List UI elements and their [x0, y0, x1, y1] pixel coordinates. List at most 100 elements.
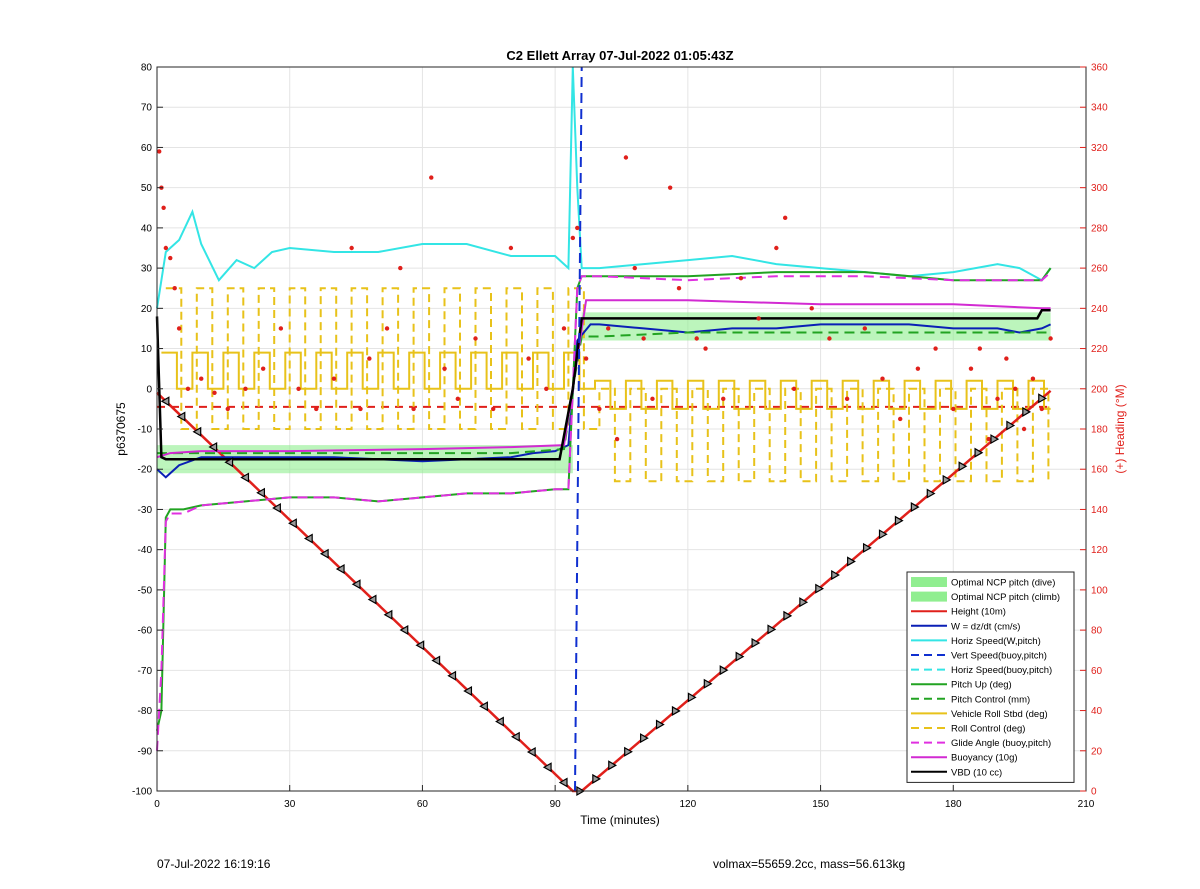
heading-point: [915, 366, 921, 371]
vehicle-roll-line: [161, 351, 1051, 410]
heading-point: [455, 396, 461, 402]
heading-point: [384, 326, 390, 331]
heading-point: [544, 386, 549, 391]
heading-point: [508, 245, 514, 251]
height-marker: [862, 542, 872, 553]
height-marker: [592, 773, 602, 784]
height-marker: [958, 461, 968, 472]
y2-tick-label: 140: [1091, 505, 1108, 516]
height-marker: [192, 426, 202, 437]
heading-point: [694, 336, 699, 341]
legend-label: Optimal NCP pitch (climb): [951, 592, 1060, 603]
y2-tick-label: 280: [1091, 223, 1108, 234]
legend-label: Pitch Up (deg): [951, 680, 1012, 691]
heading-point: [738, 275, 744, 281]
heading-point: [296, 386, 301, 391]
y2-tick-label: 0: [1091, 787, 1097, 798]
height-marker: [511, 731, 520, 742]
footer-timestamp: 07-Jul-2022 16:19:16: [157, 857, 271, 871]
heading-point: [278, 326, 284, 331]
height-marker: [942, 474, 952, 485]
height-marker: [878, 529, 888, 540]
y2-tick-label: 120: [1091, 545, 1108, 556]
height-marker: [558, 777, 568, 788]
heading-point: [199, 376, 204, 381]
heading-point: [398, 265, 403, 271]
y-tick-label: -20: [138, 465, 153, 476]
height-marker: [735, 651, 745, 662]
x-tick-label: 60: [417, 799, 429, 810]
height-marker: [624, 746, 633, 757]
x-axis-label: Time (minutes): [580, 813, 660, 827]
legend-swatch: [911, 591, 947, 602]
x-tick-label: 150: [812, 799, 829, 810]
x-tick-label: 30: [284, 799, 296, 810]
y-tick-label: -50: [138, 585, 153, 596]
heading-point: [1004, 356, 1009, 361]
height-marker: [335, 563, 345, 575]
height-marker: [1006, 420, 1016, 431]
legend-label: Pitch Control (mm): [951, 694, 1030, 705]
heading-point: [703, 346, 708, 351]
x-tick-label: 210: [1078, 799, 1095, 810]
height-marker: [783, 610, 793, 621]
y2-tick-label: 40: [1091, 706, 1103, 717]
legend-swatch: [911, 577, 947, 587]
height-marker: [415, 640, 425, 651]
heading-point: [491, 406, 496, 412]
height-marker: [399, 624, 409, 636]
heading-point: [606, 326, 611, 331]
height-marker: [479, 701, 488, 712]
heading-point: [212, 390, 217, 395]
height-marker: [367, 594, 377, 605]
heading-point: [161, 205, 166, 210]
y-tick-label: 70: [141, 103, 153, 114]
height-marker: [687, 692, 697, 703]
heading-point: [756, 316, 761, 321]
glide-angle-buoy-pitch-line: [156, 271, 1052, 751]
heading-point: [862, 326, 868, 331]
legend-label: Vehicle Roll Stbd (deg): [951, 709, 1048, 720]
heading-point: [331, 376, 337, 381]
y-axis-label: p6370675: [114, 402, 128, 456]
height-marker: [240, 472, 250, 483]
heading-point: [844, 396, 850, 402]
chart-title: C2 Ellett Array 07-Jul-2022 01:05:43Z: [506, 48, 733, 63]
y-tick-label: 20: [141, 304, 153, 315]
heading-point: [782, 215, 788, 221]
height-marker: [703, 678, 713, 689]
heading-point: [791, 386, 797, 391]
heading-point: [977, 346, 983, 351]
y-tick-label: 60: [141, 143, 153, 154]
height-marker: [926, 488, 936, 499]
height-marker: [160, 396, 170, 407]
roll-control-line: [165, 287, 1051, 483]
heading-point: [632, 265, 637, 271]
y2-tick-label: 300: [1091, 183, 1108, 194]
heading-point: [260, 366, 266, 371]
height-marker: [910, 502, 920, 513]
legend-label: Buoyancy (10g): [951, 753, 1018, 764]
legend-label: Glide Angle (buoy,pitch): [951, 738, 1051, 749]
height-marker: [1022, 406, 1032, 417]
y2-tick-label: 240: [1091, 304, 1108, 315]
height-marker: [671, 705, 681, 716]
heading-point: [650, 396, 655, 402]
heading-point: [676, 286, 682, 291]
heading-point: [597, 406, 602, 412]
vbd-10-cc-line: [155, 309, 1051, 461]
height-marker: [799, 597, 809, 608]
height-marker: [640, 733, 649, 744]
height-marker: [303, 533, 313, 544]
pitch-up-deg-line: [156, 267, 1052, 731]
y2-tick-label: 60: [1091, 666, 1103, 677]
height-marker: [751, 637, 761, 649]
y-tick-label: 40: [141, 223, 153, 234]
y2-tick-label: 160: [1091, 465, 1108, 476]
buoyancy-10g-line: [156, 299, 1051, 459]
height-marker: [272, 502, 281, 514]
heading-point: [1013, 386, 1018, 391]
height-markers: [160, 393, 1047, 797]
x-tick-label: 120: [680, 799, 697, 810]
